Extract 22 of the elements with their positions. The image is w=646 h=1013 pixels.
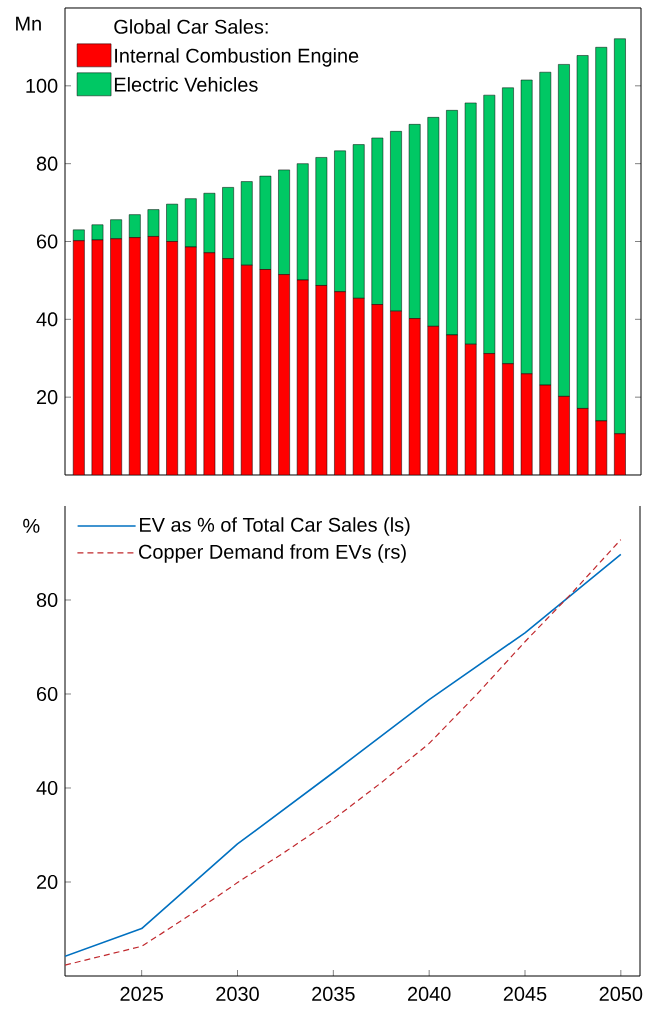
y-tick-label: 20: [37, 874, 58, 890]
x-tick-label: 2045: [503, 986, 547, 1001]
legend-label: Copper Demand from EVs (rs): [139, 544, 406, 563]
y-tick-label: 100: [26, 78, 58, 93]
legend-label: Electric Vehicles: [114, 77, 258, 92]
y-tick-label: 60: [37, 234, 58, 249]
legend-label: EV as % of Total Car Sales (ls): [140, 517, 410, 536]
y-tick-label: 20: [37, 390, 58, 405]
x-tick-label: 2040: [408, 986, 451, 1001]
y-tick-label: 80: [36, 156, 58, 171]
x-tick-label: 2025: [120, 986, 163, 1001]
x-tick-label: 2050: [599, 986, 643, 1001]
x-tick-label: 2035: [312, 986, 355, 1001]
legend-label: Internal Combustion Engine: [115, 48, 359, 67]
y-tick-label: 40: [36, 780, 58, 796]
y-tick-label: 40: [36, 312, 58, 327]
y-tick-label: 60: [37, 686, 58, 702]
y-tick-label: 80: [36, 592, 58, 608]
x-tick-label: 2030: [216, 986, 259, 1001]
legend-title: Global Car Sales:: [114, 19, 268, 34]
y-axis-title: %: [23, 518, 40, 533]
y-axis-title: Mn: [16, 16, 41, 31]
